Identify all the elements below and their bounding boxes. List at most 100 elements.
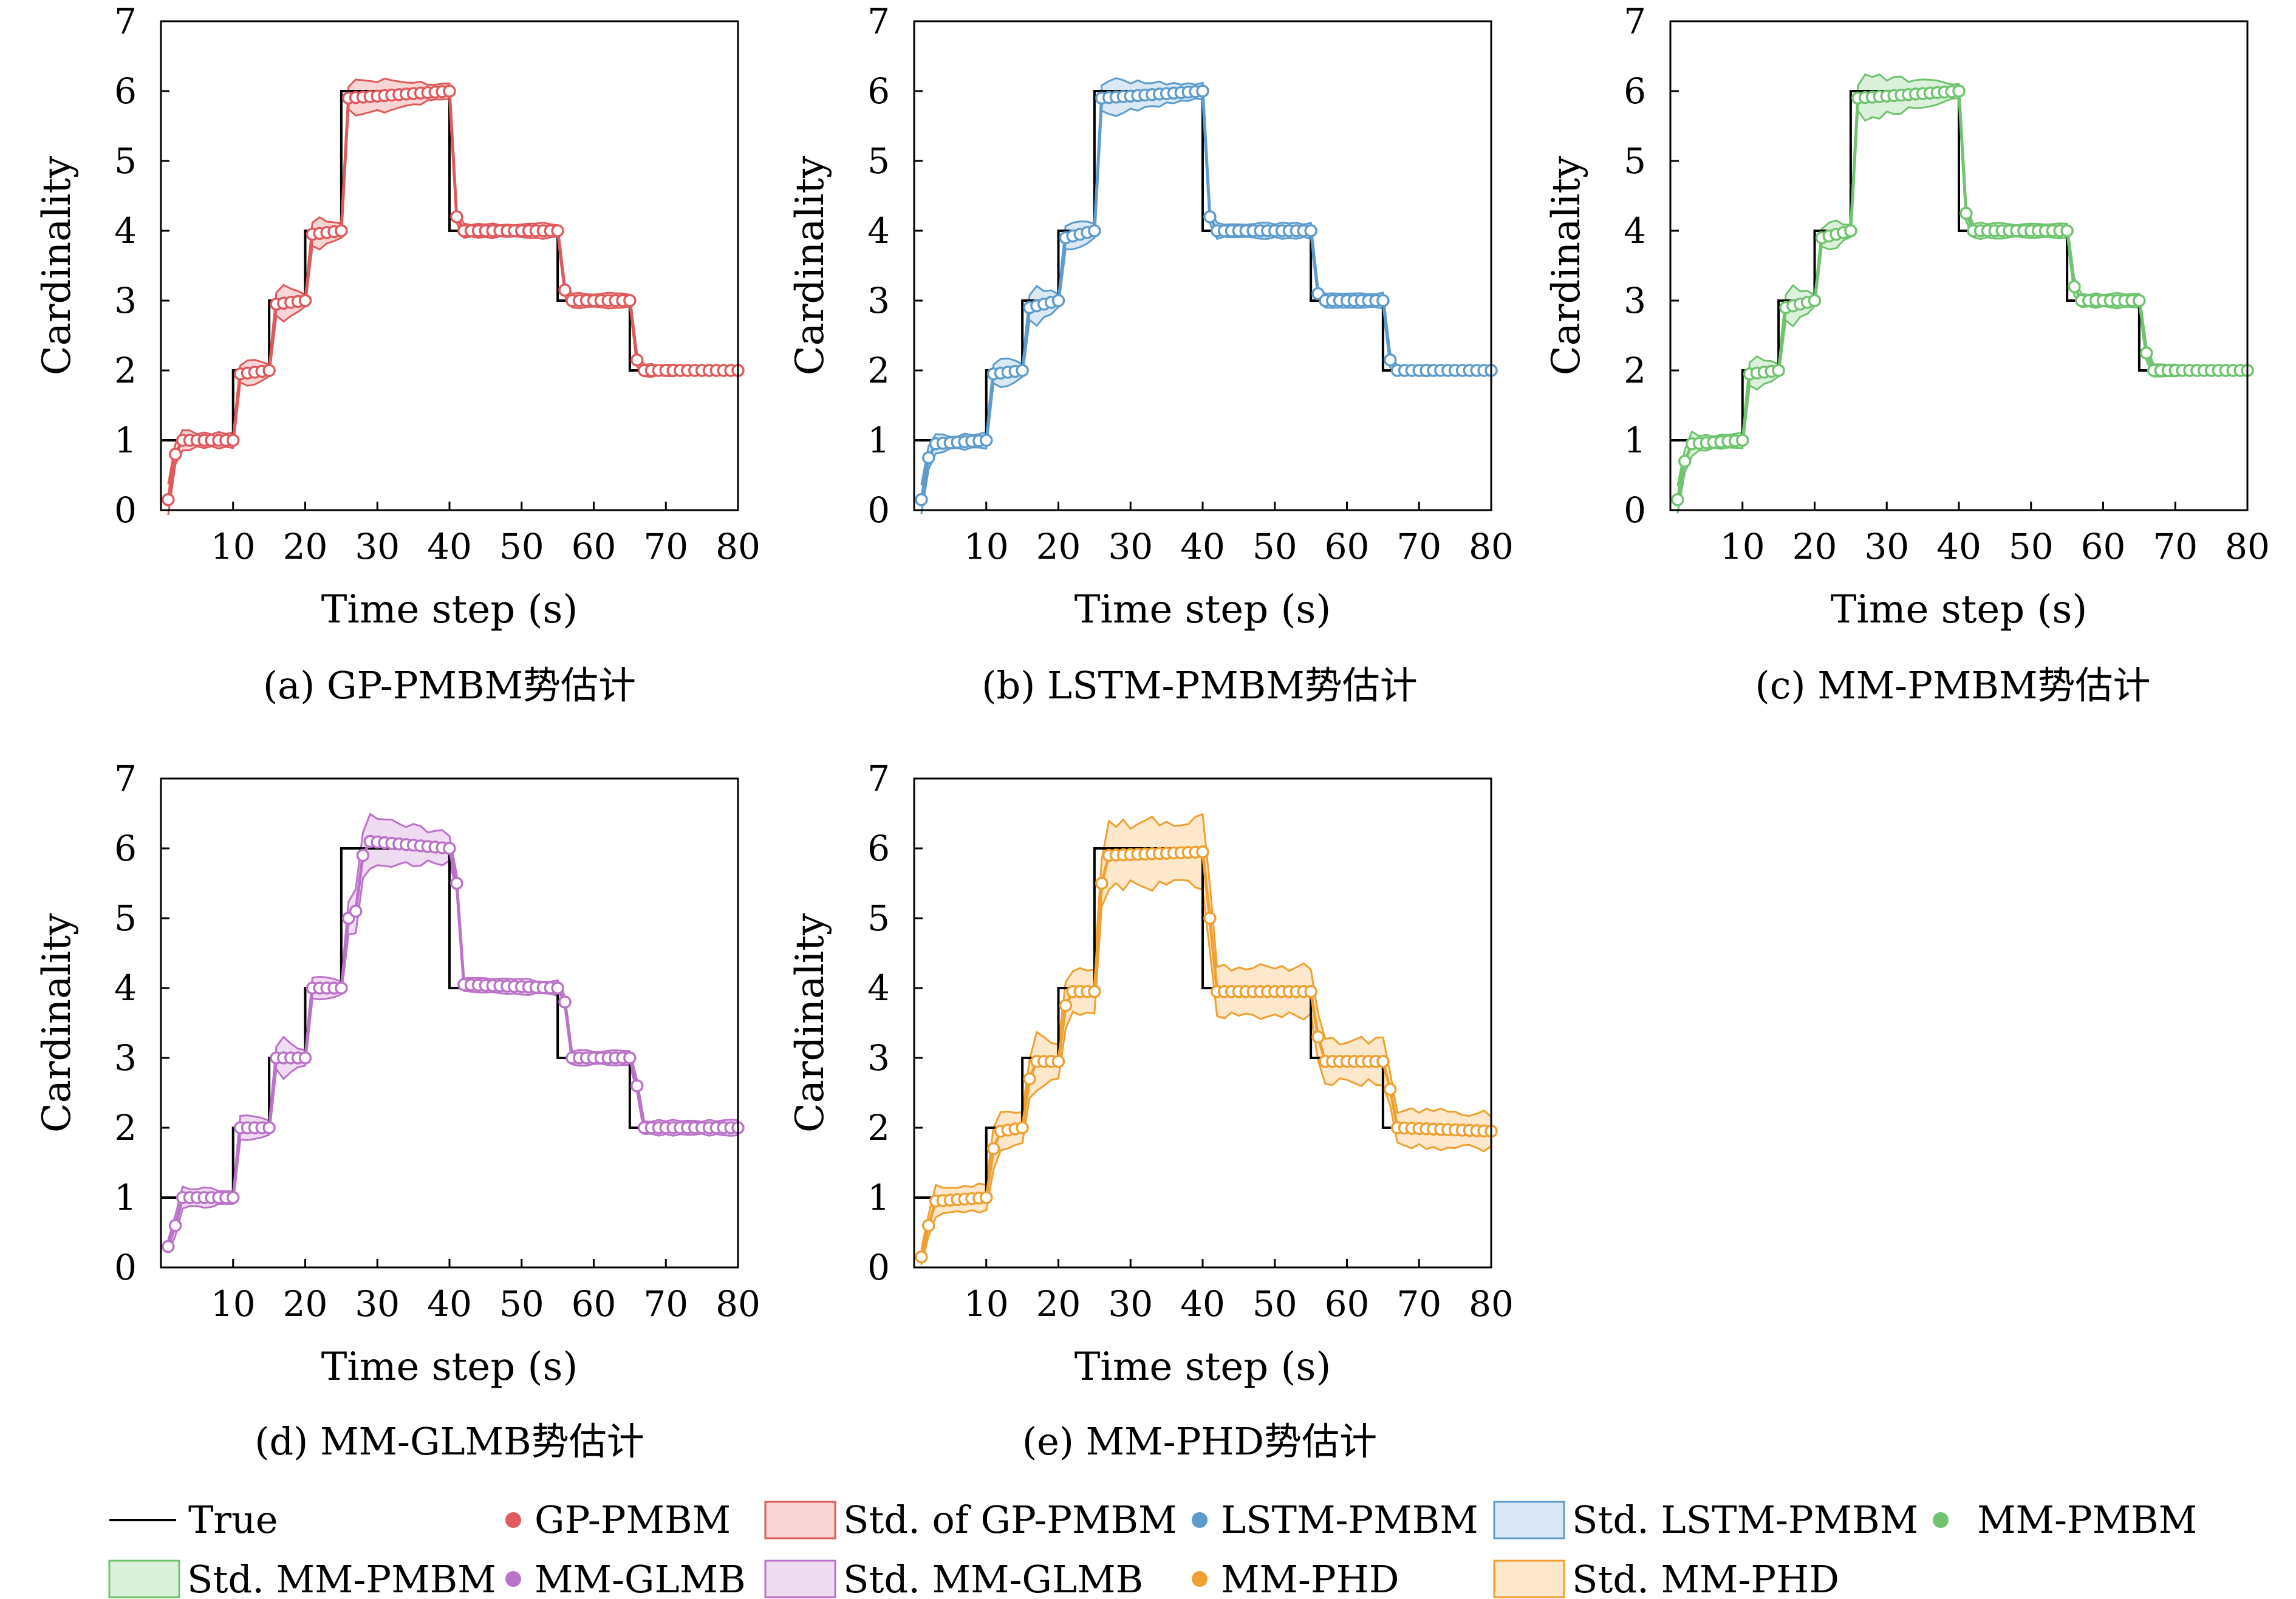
true-line xyxy=(161,847,738,1199)
x-tick-label: 10 xyxy=(211,1283,256,1325)
mm-glmb-point xyxy=(349,904,363,918)
mm-glmb-point xyxy=(169,1219,182,1232)
x-tick-label: 80 xyxy=(2225,526,2270,567)
x-tick-label: 60 xyxy=(2081,526,2126,567)
panel-e: 10 20 30 40 50 60 70 80 0 1 2 3 4 5 6 7 Time step (s) Car… xyxy=(788,758,1514,1389)
mm-glmb-point xyxy=(623,1051,637,1065)
x-tick-label: 20 xyxy=(1036,1283,1081,1325)
x-axis-label: Time step (s) xyxy=(1075,587,1331,632)
y-tick-label: 4 xyxy=(114,967,137,1009)
legend-glmb-std-swatch xyxy=(764,1560,836,1598)
caption-a: (a) GP-PMBM势估计 xyxy=(263,663,636,707)
lstm-pmbm-point xyxy=(1016,364,1029,377)
std-band-lower xyxy=(167,859,739,1253)
x-tick-label: 70 xyxy=(2153,526,2198,567)
lstm-pmbm-point xyxy=(1088,224,1101,237)
x-tick-label: 40 xyxy=(1180,1283,1225,1325)
mm-phd-point xyxy=(1304,985,1317,998)
y-tick-label: 6 xyxy=(867,70,890,112)
y-tick-label: 3 xyxy=(114,1037,137,1079)
mm-phd-point xyxy=(1051,1055,1065,1068)
x-tick-label: 10 xyxy=(964,1283,1009,1325)
mm-pmbm-point xyxy=(1808,294,1822,307)
lstm-pmbm-point xyxy=(1203,210,1217,223)
y-tick-label: 7 xyxy=(114,1,137,42)
caption-d: (d) MM-GLMB势估计 xyxy=(255,1419,644,1464)
x-tick-label: 80 xyxy=(1469,526,1514,567)
x-tick-label: 40 xyxy=(1180,526,1225,567)
mm-glmb-point xyxy=(551,981,564,995)
gp-pmbm-point xyxy=(335,224,348,237)
legend-phd-std-swatch xyxy=(1493,1560,1565,1598)
y-tick-label: 2 xyxy=(114,350,137,391)
x-tick-label: 80 xyxy=(1469,1283,1514,1325)
y-tick-label: 6 xyxy=(867,828,890,869)
mm-phd-point xyxy=(1088,985,1101,998)
x-tick-label: 10 xyxy=(964,526,1009,567)
lstm-pmbm-point xyxy=(1051,294,1065,307)
y-axis-label: Cardinality xyxy=(788,156,833,375)
x-tick-label: 20 xyxy=(1792,526,1837,567)
legend-gp-label: GP-PMBM xyxy=(535,1498,731,1542)
mm-pmbm-line xyxy=(1676,89,2247,500)
x-tick-label: 50 xyxy=(499,526,544,567)
y-tick-label: 4 xyxy=(867,210,890,251)
mm-pmbm-point xyxy=(1772,364,1785,377)
y-tick-label: 3 xyxy=(1624,280,1646,321)
panel-d: 10 20 30 40 50 60 70 80 0 1 2 3 4 5 6 7 Time step (s) Car… xyxy=(35,758,760,1389)
x-tick-label: 70 xyxy=(643,1283,688,1325)
y-tick-label: 3 xyxy=(867,280,890,321)
mm-glmb-point xyxy=(298,1051,312,1065)
std-band xyxy=(1677,74,2247,514)
mm-phd-point xyxy=(1095,876,1109,890)
mm-glmb-point xyxy=(630,1079,644,1093)
mm-phd-point xyxy=(1059,999,1073,1012)
lstm-pmbm-point xyxy=(1304,224,1317,237)
gp-pmbm-line xyxy=(166,89,738,500)
legend-phd-marker xyxy=(1192,1571,1208,1587)
x-tick-label: 70 xyxy=(1396,526,1441,567)
mm-glmb-point xyxy=(450,876,463,890)
legend: True GP-PMBM Std. of GP-PMBM LSTM-PMBM S… xyxy=(108,1498,2197,1599)
y-axis-label: Cardinality xyxy=(35,913,80,1133)
lstm-pmbm-point xyxy=(915,493,928,506)
x-tick-label: 40 xyxy=(1936,526,1981,567)
y-tick-label: 1 xyxy=(1624,420,1646,461)
y-tick-label: 0 xyxy=(1624,489,1646,531)
mm-phd-point xyxy=(1016,1121,1029,1134)
mm-phd-point xyxy=(922,1219,935,1232)
lstm-pmbm-point xyxy=(922,451,935,465)
y-tick-label: 6 xyxy=(114,70,137,112)
x-tick-label: 60 xyxy=(1325,526,1370,567)
x-axis-label: Time step (s) xyxy=(321,1345,578,1389)
mm-pmbm-point xyxy=(2133,294,2146,307)
legend-phd-label: MM-PHD xyxy=(1221,1557,1399,1599)
y-tick-label: 2 xyxy=(1624,350,1646,391)
caption-e: (e) MM-PHD势估计 xyxy=(1022,1419,1377,1464)
x-tick-label: 30 xyxy=(355,526,400,567)
legend-mm-label: MM-PMBM xyxy=(1977,1498,2197,1542)
legend-mm-std-label: Std. MM-PMBM xyxy=(187,1557,496,1599)
legend-phd-std-label: Std. MM-PHD xyxy=(1572,1557,1839,1599)
x-tick-label: 30 xyxy=(355,1283,400,1325)
x-tick-label: 10 xyxy=(211,526,256,567)
y-axis-label: Cardinality xyxy=(35,156,80,375)
lstm-pmbm-point xyxy=(1384,353,1397,367)
gp-pmbm-point xyxy=(227,434,240,447)
panel-c: 10 20 30 40 50 60 70 80 0 1 2 3 4 5 6 7 Time step (s) Car… xyxy=(1544,1,2270,632)
mm-pmbm-point xyxy=(2140,346,2153,360)
y-axis-label: Cardinality xyxy=(1544,156,1589,375)
legend-gp-marker xyxy=(505,1512,521,1528)
mm-glmb-point xyxy=(335,981,348,995)
gp-pmbm-point xyxy=(169,448,182,461)
gp-pmbm-point xyxy=(450,210,463,223)
legend-mm-std-swatch xyxy=(108,1560,180,1598)
x-axis-label: Time step (s) xyxy=(1075,1345,1331,1389)
y-tick-label: 6 xyxy=(114,828,137,869)
y-tick-label: 2 xyxy=(114,1107,137,1148)
mm-glmb-point xyxy=(443,842,456,855)
y-tick-label: 1 xyxy=(867,1177,890,1218)
y-tick-label: 1 xyxy=(867,420,890,461)
gp-pmbm-point xyxy=(262,364,276,377)
x-tick-label: 50 xyxy=(1252,526,1297,567)
